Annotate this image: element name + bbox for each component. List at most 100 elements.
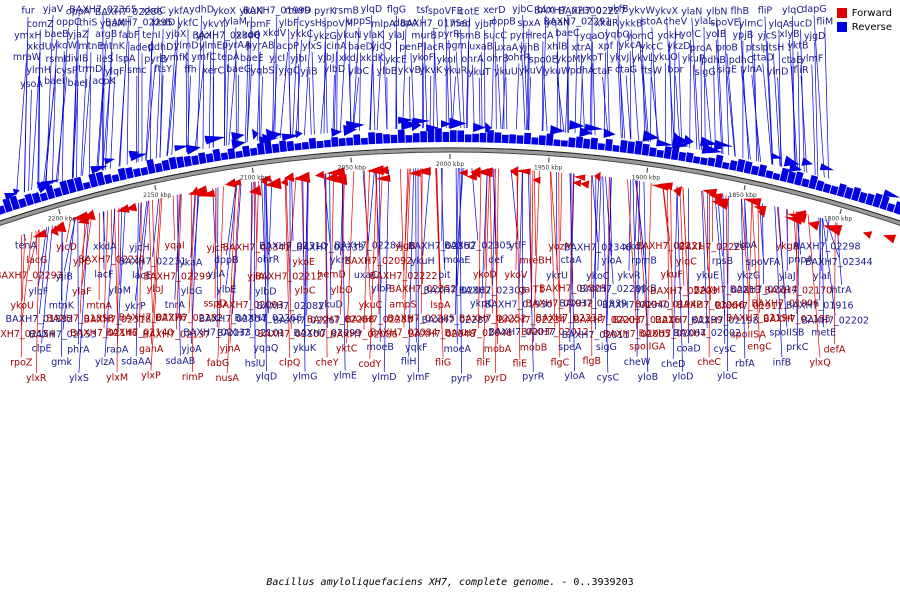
reverse-gene-label: xerD	[483, 5, 505, 16]
reverse-gene-label: ohrR	[508, 52, 531, 63]
forward-gene-label: clpQ	[279, 358, 300, 369]
reverse-gene-label: mtnK	[49, 301, 75, 312]
reverse-gene-label: ykvX	[655, 6, 679, 17]
reverse-leader-line	[628, 179, 631, 271]
forward-gene-label: ylaF	[72, 286, 92, 297]
forward-feature-arrow	[466, 173, 477, 181]
reverse-feature-band	[0, 128, 900, 215]
forward-feature-arrow	[795, 210, 807, 220]
reverse-leader-line	[455, 167, 458, 345]
reverse-gene-label: ykuR	[444, 66, 468, 77]
reverse-leader-line	[813, 15, 825, 178]
reverse-leader-line	[235, 27, 237, 144]
forward-leader-line	[376, 169, 380, 315]
legend-reverse-label: Reverse	[851, 21, 892, 33]
forward-feature-arrow	[259, 175, 272, 182]
reverse-gene-label: BAXH7_02082	[256, 301, 324, 312]
reverse-gene-label: ylaL	[694, 16, 714, 27]
reverse-gene-label: cotE	[459, 6, 480, 17]
reverse-leader-line	[792, 16, 795, 170]
reverse-gene-label: rpmF	[246, 19, 271, 30]
reverse-gene-label: ymfK	[164, 53, 189, 64]
reverse-gene-label: ylqD	[256, 371, 278, 382]
reverse-feature-block	[256, 142, 265, 155]
reverse-feature-block	[0, 205, 6, 215]
forward-feature-arrow	[532, 176, 541, 184]
reverse-gene-label: baeD	[348, 42, 373, 53]
reverse-feature-arrow	[783, 155, 800, 167]
reverse-leader-line	[260, 76, 263, 141]
reverse-gene-label: BAXH7_02291	[544, 17, 612, 28]
forward-feature-arrow	[125, 202, 138, 212]
reverse-feature-block	[700, 157, 708, 166]
reverse-leader-line	[459, 167, 462, 374]
reverse-gene-label: ctaG	[615, 64, 637, 75]
reverse-leader-line	[678, 52, 683, 147]
reverse-leader-line	[797, 51, 801, 172]
reverse-gene-label: BAXH7_02231	[119, 257, 187, 268]
forward-leader-line	[79, 216, 86, 314]
reverse-feature-block	[294, 143, 302, 151]
forward-feature-arrow	[509, 166, 519, 177]
reverse-gene-label: ylbE	[216, 285, 236, 296]
reverse-gene-label: BAXH7_02344	[805, 257, 873, 268]
scale-tick	[58, 209, 61, 215]
reverse-feature-block	[794, 171, 804, 186]
reverse-gene-label: coaD	[677, 343, 701, 354]
reverse-feature-block	[670, 145, 680, 161]
reverse-gene-label: dapA	[394, 18, 419, 29]
reverse-feature-block	[18, 198, 27, 209]
reverse-feature-arrow	[129, 153, 148, 162]
reverse-gene-label: ylqF	[105, 66, 125, 77]
forward-feature-arrow	[314, 170, 325, 179]
reverse-leader-line	[703, 26, 706, 151]
reverse-gene-label: yqkF	[405, 343, 428, 354]
forward-gene-label: codY	[358, 359, 381, 370]
reverse-gene-label: ylmF	[407, 372, 430, 383]
reverse-leader-line	[51, 39, 57, 184]
reverse-feature-arrow	[412, 117, 430, 125]
forward-gene-label: spoIIGA	[629, 342, 666, 353]
reverse-gene-label: ylnA	[741, 64, 762, 75]
reverse-leader-line	[291, 176, 294, 241]
reverse-gene-label: yktB	[787, 41, 808, 52]
reverse-feature-arrow	[550, 125, 565, 135]
forward-gene-label: yktC	[336, 343, 358, 354]
forward-leader-line	[435, 168, 444, 358]
reverse-leader-line	[369, 64, 373, 131]
reverse-feature-block	[501, 134, 509, 144]
reverse-leader-line	[365, 169, 375, 270]
reverse-feature-block	[893, 201, 900, 215]
reverse-leader-line	[138, 202, 142, 243]
reverse-gene-label: BAXH7_02306	[192, 31, 260, 42]
reverse-gene-label: sucC	[484, 31, 507, 42]
reverse-gene-label: ypjB	[732, 30, 753, 41]
reverse-feature-block	[250, 147, 258, 156]
reverse-feature-block	[2, 197, 13, 213]
forward-feature-arrow	[862, 231, 873, 239]
forward-gene-label: BAXH7_02185	[763, 314, 831, 325]
reverse-leader-line	[440, 167, 445, 270]
reverse-gene-label: pdhA	[570, 65, 595, 76]
reverse-leader-line	[352, 27, 360, 132]
reverse-leader-line	[323, 173, 331, 243]
reverse-feature-block	[546, 133, 554, 146]
reverse-gene-label: stoA	[641, 16, 662, 27]
reverse-leader-line	[379, 169, 381, 342]
scale-tick-label: 1900 kbp	[632, 175, 660, 182]
forward-feature-arrow	[224, 178, 237, 188]
reverse-gene-label: BAXH7_02099	[294, 328, 362, 339]
forward-gene-label: mreBH	[519, 256, 551, 267]
reverse-gene-label: tsf	[416, 5, 429, 16]
forward-leader-line	[98, 212, 100, 301]
forward-leader-line	[483, 168, 490, 358]
reverse-leader-line	[272, 64, 278, 139]
reverse-leader-line	[574, 27, 578, 134]
reverse-leader-line	[824, 27, 830, 179]
scale-tick-label: 1950 kbp	[534, 164, 562, 171]
forward-gene-label: cheY	[316, 357, 339, 368]
reverse-leader-line	[478, 77, 481, 129]
reverse-gene-label: yomC	[626, 31, 654, 42]
reverse-gene-label: BAXH7_02365	[69, 4, 137, 15]
reverse-leader-line	[701, 190, 708, 329]
